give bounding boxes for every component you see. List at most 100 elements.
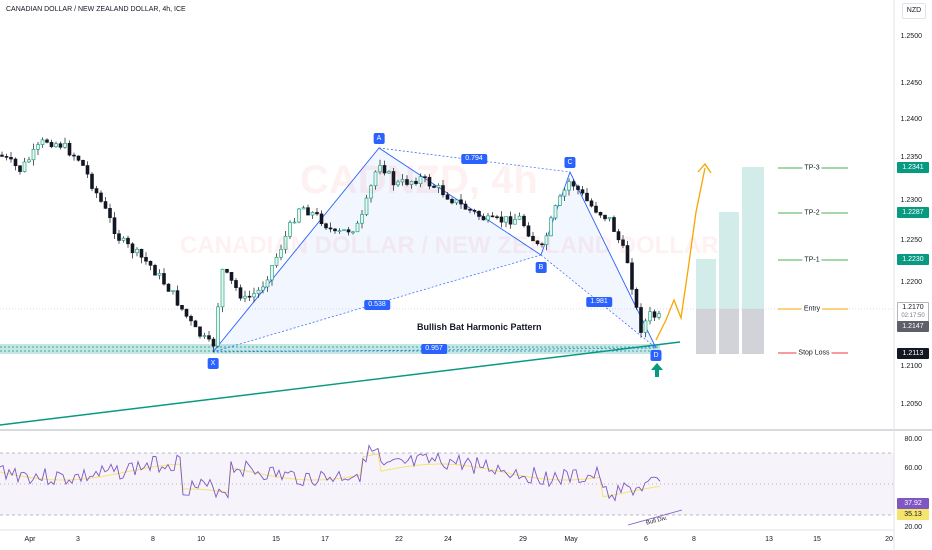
candle-body[interactable] xyxy=(135,248,139,254)
candle-body[interactable] xyxy=(423,176,427,178)
candle-body[interactable] xyxy=(216,306,220,347)
candle-body[interactable] xyxy=(382,165,387,174)
candle-body[interactable] xyxy=(297,208,301,223)
candle-body[interactable] xyxy=(553,205,558,219)
candle-body[interactable] xyxy=(292,221,297,224)
candle-body[interactable] xyxy=(544,235,549,245)
candle-body[interactable] xyxy=(346,229,351,233)
trend-line[interactable] xyxy=(0,341,681,426)
candle-body[interactable] xyxy=(265,279,270,288)
candle-body[interactable] xyxy=(49,142,54,148)
bull-divergence-line[interactable] xyxy=(627,509,683,526)
candle-body[interactable] xyxy=(580,189,585,194)
candle-body[interactable] xyxy=(594,205,598,213)
ratio-xd[interactable]: 0.957 xyxy=(421,344,447,354)
candle-body[interactable] xyxy=(112,217,117,234)
candle-body[interactable] xyxy=(634,289,639,308)
candle-body[interactable] xyxy=(535,240,540,245)
candle-body[interactable] xyxy=(283,236,288,250)
candle-body[interactable] xyxy=(207,335,211,340)
candle-body[interactable] xyxy=(18,165,22,172)
support-zone[interactable] xyxy=(0,344,660,354)
candle-body[interactable] xyxy=(567,181,571,191)
candlestick-series[interactable] xyxy=(0,137,661,352)
candle-body[interactable] xyxy=(486,215,490,221)
candle-body[interactable] xyxy=(625,245,630,264)
risk-box-3[interactable] xyxy=(742,309,764,354)
candle-body[interactable] xyxy=(234,280,238,288)
candle-body[interactable] xyxy=(324,223,328,229)
candle-body[interactable] xyxy=(400,179,405,183)
candle-body[interactable] xyxy=(612,217,616,232)
candle-body[interactable] xyxy=(414,180,418,185)
candle-body[interactable] xyxy=(378,165,382,173)
currency-selector[interactable]: NZD xyxy=(902,3,926,19)
ratio-bd[interactable]: 1.981 xyxy=(586,297,612,307)
candle-body[interactable] xyxy=(270,265,274,281)
candle-body[interactable] xyxy=(360,214,364,224)
risk-box-1[interactable] xyxy=(696,309,716,354)
candle-body[interactable] xyxy=(22,161,27,172)
candle-body[interactable] xyxy=(247,295,252,298)
candle-body[interactable] xyxy=(0,154,4,157)
candle-body[interactable] xyxy=(301,207,306,210)
candle-body[interactable] xyxy=(310,212,315,216)
candle-body[interactable] xyxy=(351,231,355,234)
candle-body[interactable] xyxy=(261,286,265,291)
candle-body[interactable] xyxy=(472,209,477,212)
candle-body[interactable] xyxy=(508,216,513,225)
candle-body[interactable] xyxy=(256,289,261,294)
candle-body[interactable] xyxy=(616,231,621,241)
candle-body[interactable] xyxy=(589,200,594,207)
candle-body[interactable] xyxy=(130,243,135,254)
candle-body[interactable] xyxy=(432,185,436,188)
candle-body[interactable] xyxy=(171,290,175,292)
candle-body[interactable] xyxy=(427,176,432,187)
candle-body[interactable] xyxy=(117,233,121,241)
candle-body[interactable] xyxy=(54,143,58,148)
candle-body[interactable] xyxy=(94,188,99,194)
candle-body[interactable] xyxy=(540,243,544,246)
candle-body[interactable] xyxy=(441,185,445,196)
candle-body[interactable] xyxy=(274,256,279,266)
candle-body[interactable] xyxy=(76,155,81,161)
candle-body[interactable] xyxy=(337,230,342,233)
candle-body[interactable] xyxy=(40,139,45,145)
candle-body[interactable] xyxy=(454,199,459,204)
candle-body[interactable] xyxy=(409,180,414,185)
candle-body[interactable] xyxy=(288,222,292,237)
candle-body[interactable] xyxy=(373,171,378,187)
candle-body[interactable] xyxy=(571,181,576,187)
candle-body[interactable] xyxy=(355,222,360,233)
candle-body[interactable] xyxy=(198,326,202,337)
candle-body[interactable] xyxy=(526,225,531,237)
candle-body[interactable] xyxy=(157,273,162,276)
candle-body[interactable] xyxy=(45,139,49,143)
target-box-2[interactable] xyxy=(719,212,739,309)
point-b-badge[interactable]: B xyxy=(535,262,547,273)
candle-body[interactable] xyxy=(166,283,171,292)
candle-body[interactable] xyxy=(67,142,72,156)
candle-body[interactable] xyxy=(598,212,603,216)
candle-body[interactable] xyxy=(342,229,346,232)
candle-body[interactable] xyxy=(387,171,391,174)
target-box-3[interactable] xyxy=(742,167,764,309)
candle-body[interactable] xyxy=(391,171,396,186)
candle-body[interactable] xyxy=(252,293,256,298)
candle-body[interactable] xyxy=(81,159,85,166)
candle-body[interactable] xyxy=(13,158,18,167)
ratio-xb[interactable]: 0.538 xyxy=(364,300,390,310)
point-x-badge[interactable]: X xyxy=(207,358,219,369)
risk-box-2[interactable] xyxy=(719,309,739,354)
candle-body[interactable] xyxy=(328,227,333,230)
candle-body[interactable] xyxy=(148,260,153,266)
candle-body[interactable] xyxy=(193,320,198,328)
candle-body[interactable] xyxy=(490,215,495,218)
candle-body[interactable] xyxy=(364,197,369,215)
candle-body[interactable] xyxy=(436,185,441,188)
candle-body[interactable] xyxy=(31,149,36,161)
candle-body[interactable] xyxy=(517,215,522,220)
candle-body[interactable] xyxy=(225,268,229,273)
candle-body[interactable] xyxy=(333,228,337,232)
